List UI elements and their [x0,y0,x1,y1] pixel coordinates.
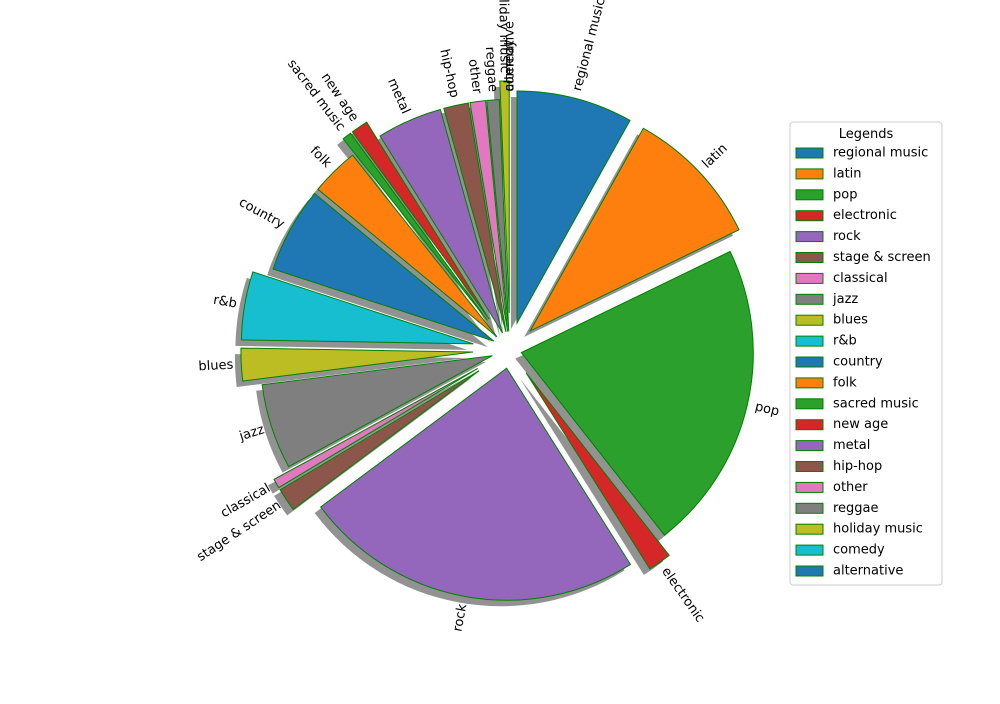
slice-label-rock: rock [450,602,470,632]
legend-swatch-comedy [795,544,824,556]
legend-label-country: country [833,355,883,370]
slice-label-country: country [236,195,287,232]
legend-swatch-classical [795,272,824,284]
slice-electronic [525,372,670,570]
legend-label-sacred-music: sacred music [833,396,919,411]
legend-label-jazz: jazz [832,292,858,307]
slice-classical [273,367,479,489]
legend-label-regional-music: regional music [833,146,928,161]
slice-country [272,192,495,342]
legend-label-reggae: reggae [833,501,879,516]
slice-latin [529,127,740,333]
slice-label-alternative: alternative [503,21,518,91]
legend-label-randb: r&b [833,334,857,349]
slice-rock [319,367,632,601]
legend-swatch-stage-and-screen [795,252,824,263]
legend-swatch-sacred-music [795,398,824,410]
slice-label-metal: metal [384,76,413,116]
slice-pop [520,250,754,536]
legend-swatch-other [795,481,824,493]
slice-reggae [486,99,510,332]
legend-label-classical: classical [833,271,888,286]
slice-label-electronic: electronic [658,565,707,626]
legend-label-folk: folk [833,375,857,390]
slice-jazz [261,355,493,468]
slice-label-folk: folk [307,143,335,171]
slice-label-blues: blues [198,358,234,375]
slice-folk [317,154,498,338]
slice-holiday-music [499,80,510,313]
slice-label-randb: r&b [212,293,238,312]
legend-swatch-country [795,356,824,368]
slice-metal [379,108,504,334]
legend-label-blues: blues [833,313,868,328]
legend-swatch-reggae [795,502,824,514]
legend-swatch-metal [795,440,824,452]
legend-swatch-regional-music [795,147,824,159]
legend-swatch-randb [795,335,824,347]
legend-frame [789,121,943,586]
legend-label-new-age: new age [833,417,888,432]
slice-label-regional-music: regional music [570,0,608,93]
legend-title: Legends [839,127,894,142]
legend-label-metal: metal [833,438,870,453]
legend-swatch-hip-hop [795,461,824,472]
legend-label-other: other [833,480,868,495]
legend-label-latin: latin [833,166,862,181]
slice-label-latin: latin [700,141,731,171]
slice-label-reggae: reggae [482,46,500,92]
legend-label-electronic: electronic [833,208,897,223]
slice-regional-music [516,90,631,325]
legend-label-alternative: alternative [833,564,903,579]
pie-wedges [240,80,754,601]
legend-swatch-latin [795,168,824,180]
legend-label-stage-and-screen: stage & screen [833,250,931,265]
slice-other [469,100,509,332]
legend-swatch-holiday-music [795,523,824,535]
legend-label-rock: rock [833,229,861,244]
legend-swatch-pop [795,189,824,201]
slice-hip-hop [443,102,507,333]
legend-swatch-blues [795,314,824,326]
legend-items: regional music latin pop electronic rock stag… [795,146,931,579]
legend-label-pop: pop [833,187,857,202]
legend: Legends regional music latin pop electronic… [789,121,943,586]
slice-label-pop: pop [753,399,780,419]
slice-blues [240,347,473,382]
legend-label-comedy: comedy [833,543,885,558]
slice-label-hip-hop: hip-hop [436,48,461,99]
slice-stage-and-screen [279,370,480,511]
slice-label-holiday-music: holiday music [495,0,512,73]
slice-label-comedy: comedy [503,39,518,91]
legend-label-hip-hop: hip-hop [833,459,882,474]
slice-label-other: other [465,58,484,95]
slice-new-age [351,121,490,320]
legend-swatch-alternative [795,565,824,577]
legend-swatch-jazz [795,293,824,305]
slice-sacred-music [342,132,488,321]
slice-label-jazz: jazz [237,422,267,444]
legend-swatch-rock [795,231,824,243]
legend-swatch-new-age [795,419,824,431]
legend-label-holiday-music: holiday music [833,522,923,537]
slice-randb [240,271,474,345]
legend-swatch-folk [795,377,824,389]
legend-swatch-electronic [795,210,824,222]
